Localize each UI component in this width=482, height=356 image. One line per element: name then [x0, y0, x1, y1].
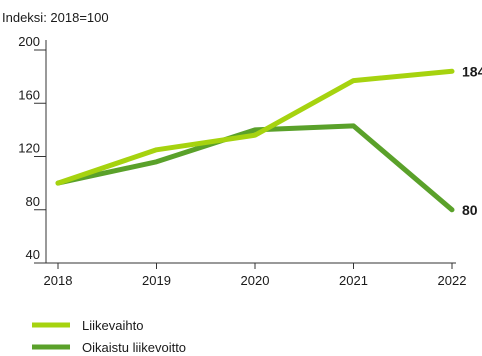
- legend-label-0: Liikevaihto: [82, 318, 143, 333]
- y-tick-label: 160: [18, 87, 40, 102]
- x-tick-label: 2020: [241, 273, 270, 288]
- y-tick-label: 40: [26, 247, 40, 262]
- x-tick-label: 2018: [44, 273, 73, 288]
- series-line-1: [55, 123, 455, 213]
- x-tick-label: 2021: [339, 273, 368, 288]
- y-axis: 40 80 120 160 200: [18, 34, 47, 264]
- x-axis: 2018 2019 2020 2021 2022: [44, 262, 467, 288]
- legend-label-1: Oikaistu liikevoitto: [82, 340, 186, 355]
- y-tick-label: 120: [18, 141, 40, 156]
- end-label-0: 184: [462, 63, 482, 79]
- chart-subtitle: Indeksi: 2018=100: [2, 10, 109, 25]
- series-line-0: [55, 68, 455, 186]
- y-tick-label: 80: [26, 194, 40, 209]
- x-tick-label: 2019: [142, 273, 171, 288]
- end-label-1: 80: [462, 202, 478, 218]
- end-labels: 184 80: [462, 63, 482, 217]
- series-lines: [55, 68, 455, 213]
- legend: Liikevaihto Oikaistu liikevoitto: [32, 318, 186, 355]
- y-tick-label: 200: [18, 34, 40, 49]
- x-tick-label: 2022: [438, 273, 467, 288]
